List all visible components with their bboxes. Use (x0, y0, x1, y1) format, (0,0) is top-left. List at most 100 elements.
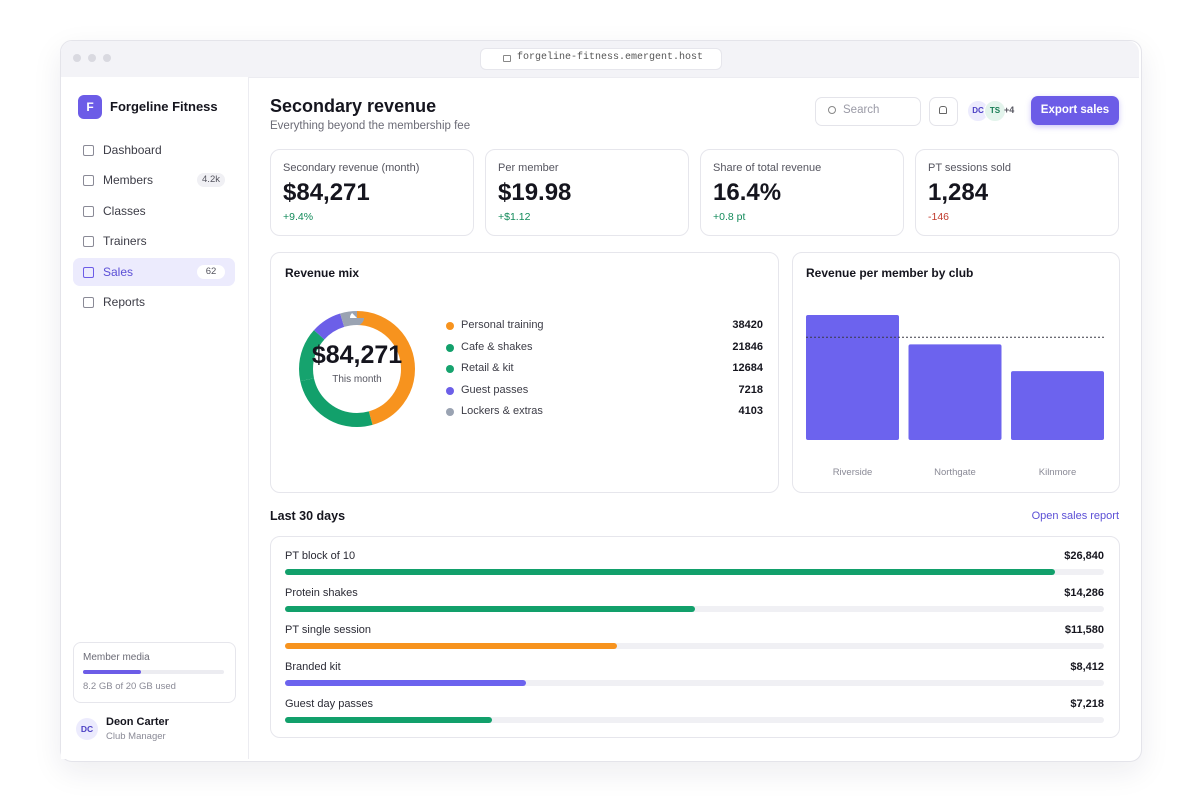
legend-label: Lockers & extras (461, 405, 543, 418)
donut-center-label: This month (332, 374, 382, 385)
search-box[interactable] (815, 97, 921, 126)
kpi-delta: +$1.12 (498, 211, 531, 223)
nav-item[interactable]: Trainers (103, 234, 147, 249)
item-track (285, 680, 1104, 686)
x-tick-label: Riverside (833, 467, 873, 478)
nav-item[interactable]: Dashboard (103, 143, 162, 157)
donut-center-value: $84,271 (311, 341, 403, 369)
storage-caption: 8.2 GB of 20 GB used (83, 681, 176, 692)
bar (908, 344, 1002, 440)
kpi-label: PT sessions sold (928, 162, 1011, 174)
kpi-value: 16.4% (713, 179, 782, 206)
card-title: Revenue mix (285, 266, 360, 280)
kpi-value: $19.98 (498, 179, 572, 206)
list-card (270, 536, 1120, 738)
x-tick-label: Northgate (934, 467, 976, 478)
item-bar (285, 606, 695, 612)
nav-icon (83, 145, 94, 156)
nav-icon (83, 236, 94, 248)
item-track (285, 643, 1104, 649)
legend-swatch (446, 322, 454, 330)
item-value: $7,218 (1070, 698, 1104, 710)
item-bar (285, 569, 1055, 575)
nav-icon (83, 175, 94, 187)
x-tick-label: Kilnmore (1039, 467, 1077, 478)
legend-swatch (446, 343, 454, 352)
kpi-delta: +0.8 pt (713, 211, 746, 223)
legend-swatch (446, 408, 454, 417)
donut-segment (299, 311, 415, 427)
nav-item[interactable]: Members (103, 173, 154, 188)
nav-icon (83, 266, 94, 278)
storage-title: Member media (83, 652, 150, 663)
card-title: Revenue per member by club (806, 266, 974, 280)
url-text: forgeline-fitness.emergent.host (517, 52, 704, 63)
lock-icon (503, 55, 511, 62)
kpi-delta: -146 (928, 211, 950, 223)
page-title: Secondary revenue (270, 96, 437, 116)
item-value: $14,286 (1064, 587, 1104, 599)
nav-item[interactable]: Classes (103, 203, 146, 218)
page-subtitle: Everything beyond the membership fee (270, 120, 471, 132)
legend-value: 38420 (732, 319, 763, 331)
user-avatar: DC (76, 718, 98, 740)
export-button[interactable]: Export sales (1031, 96, 1119, 125)
brand-name: Forgeline Fitness (110, 99, 218, 114)
legend-label: Personal training (461, 319, 544, 331)
legend-value: 4103 (738, 405, 763, 418)
nav-item[interactable]: Sales (103, 264, 134, 279)
search-icon (828, 106, 836, 114)
nav-icon (83, 297, 94, 308)
user-name: Deon Carter (106, 716, 169, 728)
storage-bar (83, 670, 141, 674)
kpi-label: Share of total revenue (713, 162, 822, 174)
search-placeholder: Search (843, 104, 880, 116)
nav-item[interactable]: Reports (103, 295, 146, 309)
storage-card (73, 642, 236, 703)
item-bar (285, 717, 493, 723)
section-title: Last 30 days (270, 509, 346, 523)
window-dot (73, 54, 81, 62)
nav-badge: 62 (197, 264, 225, 279)
bar (1011, 371, 1104, 440)
sidebar (61, 77, 249, 759)
item-name: PT block of 10 (285, 550, 356, 562)
window-dot (88, 54, 96, 62)
donut-segment (299, 311, 415, 427)
item-name: Guest day passes (285, 698, 374, 710)
kpi-card (270, 149, 474, 236)
donut-segment (299, 311, 415, 427)
legend-label: Guest passes (461, 383, 529, 396)
legend-label: Cafe & shakes (461, 340, 533, 353)
window-dot (103, 54, 111, 62)
kpi-value: 1,284 (928, 179, 989, 206)
legend-value: 7218 (738, 383, 763, 396)
item-name: PT single session (285, 624, 372, 636)
item-name: Branded kit (285, 661, 341, 673)
header-avatar: TS (984, 100, 1006, 122)
storage-track (83, 670, 224, 674)
kpi-card (915, 149, 1119, 236)
item-value: $26,840 (1064, 550, 1104, 562)
bell-icon (939, 106, 947, 114)
item-bar (285, 680, 527, 686)
item-value: $11,580 (1064, 624, 1104, 636)
section-link[interactable]: Open sales report (1031, 510, 1119, 522)
bell-button[interactable] (929, 97, 958, 126)
brand-logo: F (78, 95, 102, 119)
donut-chart (299, 311, 415, 427)
kpi-delta: +9.4% (283, 211, 314, 223)
user-role: Club Manager (106, 731, 166, 742)
kpi-value: $84,271 (283, 179, 370, 206)
item-bar (285, 643, 618, 649)
bar (806, 315, 899, 440)
mix-card (270, 252, 779, 493)
legend-value: 21846 (732, 340, 763, 353)
item-name: Protein shakes (285, 587, 358, 599)
more-avatars: +4 (1004, 105, 1015, 115)
nav-icon (83, 205, 94, 217)
kpi-card (485, 149, 689, 236)
url-bar (480, 48, 722, 70)
club-card (792, 252, 1120, 493)
